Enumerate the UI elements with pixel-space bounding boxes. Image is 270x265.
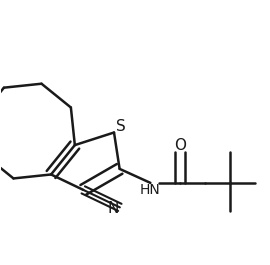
Text: HN: HN xyxy=(140,183,161,197)
Text: O: O xyxy=(174,138,186,153)
Text: S: S xyxy=(116,120,126,134)
Text: N: N xyxy=(107,201,119,216)
